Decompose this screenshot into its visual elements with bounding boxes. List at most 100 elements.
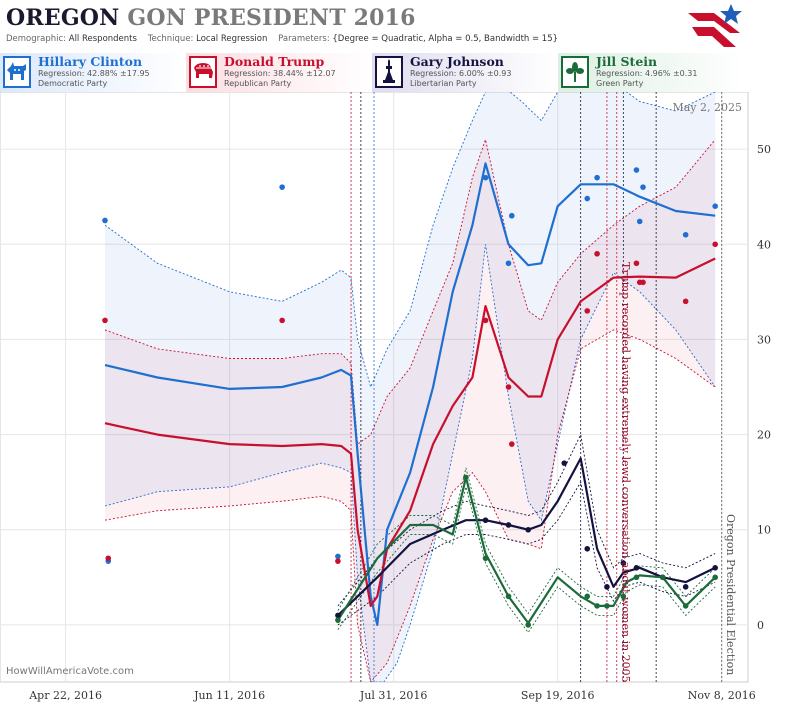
technique-value: Local Regression <box>196 34 268 44</box>
poll-point <box>279 317 285 324</box>
poll-points <box>102 167 718 628</box>
stein-regression: Regression: 4.96% ±0.31 <box>596 69 698 78</box>
lower-bound-line <box>104 329 716 682</box>
poll-point <box>482 555 489 562</box>
x-tick-label: Apr 22, 2016 <box>28 689 102 702</box>
parameters-label: Parameters: <box>278 34 330 44</box>
regression-line <box>104 257 716 607</box>
confidence-band <box>105 92 716 682</box>
legend-trump: Donald Trump Regression: 38.44% ±12.07 R… <box>186 53 372 92</box>
green-flower-icon <box>561 56 589 88</box>
clinton-party: Democratic Party <box>38 79 108 88</box>
lower-bound-line <box>337 480 716 626</box>
poll-point <box>620 560 627 566</box>
lower-bound-line <box>337 486 716 634</box>
y-tick-label: 10 <box>757 524 771 537</box>
poll-point <box>594 174 600 181</box>
parameters-line: Demographic: All Respondents Technique: … <box>6 34 558 44</box>
poll-point <box>463 474 469 481</box>
poll-point <box>682 298 689 305</box>
poll-point <box>335 553 341 560</box>
title-text: GON PRESIDENT 2016 <box>127 5 416 31</box>
trump-name: Donald Trump <box>224 54 325 69</box>
poll-point <box>682 231 689 238</box>
poll-point <box>525 526 531 533</box>
poll-point <box>505 593 512 600</box>
regression-lines <box>104 162 716 626</box>
donkey-icon <box>3 56 31 88</box>
poll-point <box>525 622 531 628</box>
poll-point <box>712 574 718 581</box>
y-tick-label: 50 <box>757 143 771 156</box>
poll-point <box>561 460 568 466</box>
demographic-value: All Respondents <box>68 34 137 44</box>
date-label: May 2, 2025 <box>672 101 742 114</box>
poll-point <box>620 593 627 600</box>
state-name: OREGON <box>6 5 120 31</box>
poll-point <box>682 584 689 590</box>
poll-point <box>633 574 640 581</box>
chart-header: OREGON GON PRESIDENT 2016 Demographic: A… <box>0 0 789 52</box>
elephant-icon <box>189 56 217 88</box>
plot-area <box>0 92 749 683</box>
stein-party: Green Party <box>596 79 644 88</box>
y-tick-label: 40 <box>757 238 771 251</box>
poll-point <box>594 603 600 609</box>
demographic-label: Demographic: <box>6 34 67 44</box>
poll-point <box>102 317 108 324</box>
trump-regression: Regression: 38.44% ±12.07 <box>224 69 336 78</box>
poll-point <box>712 565 718 571</box>
election-annotation: Oregon Presidential Election <box>724 514 737 675</box>
legend-johnson: Gary Johnson Regression: 6.00% ±0.93 Lib… <box>372 53 558 92</box>
upper-bound-line <box>104 137 716 445</box>
lower-bound-line <box>104 244 716 682</box>
poll-point <box>102 217 108 224</box>
site-credit: HowWillAmericaVote.com <box>6 666 134 677</box>
poll-point <box>335 558 341 564</box>
poll-point <box>105 555 112 562</box>
legend-clinton: Hillary Clinton Regression: 42.88% ±17.9… <box>0 53 186 92</box>
confidence-bands <box>104 92 716 682</box>
poll-point <box>505 522 512 528</box>
regression-line <box>104 162 716 626</box>
poll-point <box>633 260 640 267</box>
x-tick-label: Sep 19, 2016 <box>521 689 595 702</box>
x-tick-label: Jul 31, 2016 <box>359 689 428 702</box>
regression-line <box>337 457 716 617</box>
regression-chart: 0 10 20 30 40 50 Apr 22, 2016 Jun 11, 2016 Jul … <box>0 92 771 702</box>
annotations: Trump recorded having extremely lewd con… <box>619 262 737 683</box>
poll-point <box>505 384 512 390</box>
event-annotation: Trump recorded having extremely lewd con… <box>619 262 632 683</box>
poll-point <box>508 441 515 447</box>
poll-point <box>335 617 341 623</box>
poll-point <box>505 260 512 267</box>
poll-point <box>636 218 643 225</box>
upper-bound-line <box>337 467 716 615</box>
johnson-name: Gary Johnson <box>410 54 504 69</box>
liberty-icon <box>375 56 403 88</box>
poll-point <box>482 317 489 324</box>
y-tick-label: 20 <box>757 429 771 442</box>
site-logo-icon <box>688 4 742 47</box>
poll-point <box>712 203 718 209</box>
poll-point <box>482 517 489 524</box>
johnson-party: Libertarian Party <box>410 79 477 88</box>
parameters-value: {Degree = Quadratic, Alpha = 0.5, Bandwi… <box>332 34 559 44</box>
upper-bound-line <box>104 92 716 389</box>
chart-title: OREGON GON PRESIDENT 2016 <box>6 5 416 31</box>
poll-point <box>633 565 640 571</box>
upper-bound-line <box>337 433 716 607</box>
poll-point <box>508 212 515 219</box>
y-tick-label: 30 <box>757 333 771 346</box>
poll-point <box>482 174 489 181</box>
poll-point <box>279 184 285 190</box>
poll-point <box>604 584 610 590</box>
y-axis: 0 10 20 30 40 50 <box>757 143 771 632</box>
poll-point <box>604 603 610 609</box>
poll-point <box>584 545 591 552</box>
confidence-band <box>105 139 716 682</box>
poll-point <box>633 167 640 173</box>
stein-name: Jill Stein <box>596 54 658 69</box>
legend-stein: Jill Stein Regression: 4.96% ±0.31 Green… <box>558 53 744 92</box>
regression-line <box>336 476 716 625</box>
